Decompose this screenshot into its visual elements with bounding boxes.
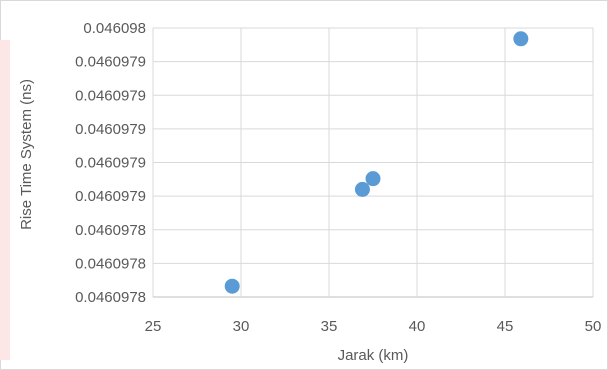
y-tick-label: 0.046098 bbox=[83, 20, 146, 37]
x-tick-label: 25 bbox=[145, 318, 162, 335]
y-tick-labels: 0.0460978 0.0460978 0.0460978 0.0460979 0.04… bbox=[75, 20, 146, 306]
y-tick-label: 0.0460978 bbox=[75, 289, 146, 306]
x-tick-label: 45 bbox=[497, 318, 514, 335]
x-tick-label: 30 bbox=[233, 318, 250, 335]
y-tick-label: 0.0460979 bbox=[75, 155, 146, 172]
data-point bbox=[354, 181, 370, 197]
y-tick-label: 0.0460979 bbox=[75, 121, 146, 138]
x-tick-label: 50 bbox=[585, 318, 602, 335]
data-point bbox=[513, 31, 529, 47]
gridlines bbox=[152, 27, 594, 298]
y-tick-label: 0.0460978 bbox=[75, 222, 146, 239]
left-edge-stripe bbox=[0, 40, 10, 360]
x-axis-title: Jarak (km) bbox=[338, 347, 409, 364]
y-tick-label: 0.0460979 bbox=[75, 54, 146, 71]
y-axis-title: Rise Time System (ns) bbox=[18, 79, 35, 230]
y-tick-label: 0.0460979 bbox=[75, 188, 146, 205]
data-points bbox=[224, 31, 529, 294]
y-tick-label: 0.0460978 bbox=[75, 255, 146, 272]
y-tick-label: 0.0460979 bbox=[75, 87, 146, 104]
data-point bbox=[224, 278, 240, 294]
data-point bbox=[365, 171, 381, 187]
x-tick-label: 40 bbox=[409, 318, 426, 335]
x-tick-labels: 25 30 35 40 45 50 bbox=[145, 318, 602, 335]
x-tick-label: 35 bbox=[321, 318, 338, 335]
